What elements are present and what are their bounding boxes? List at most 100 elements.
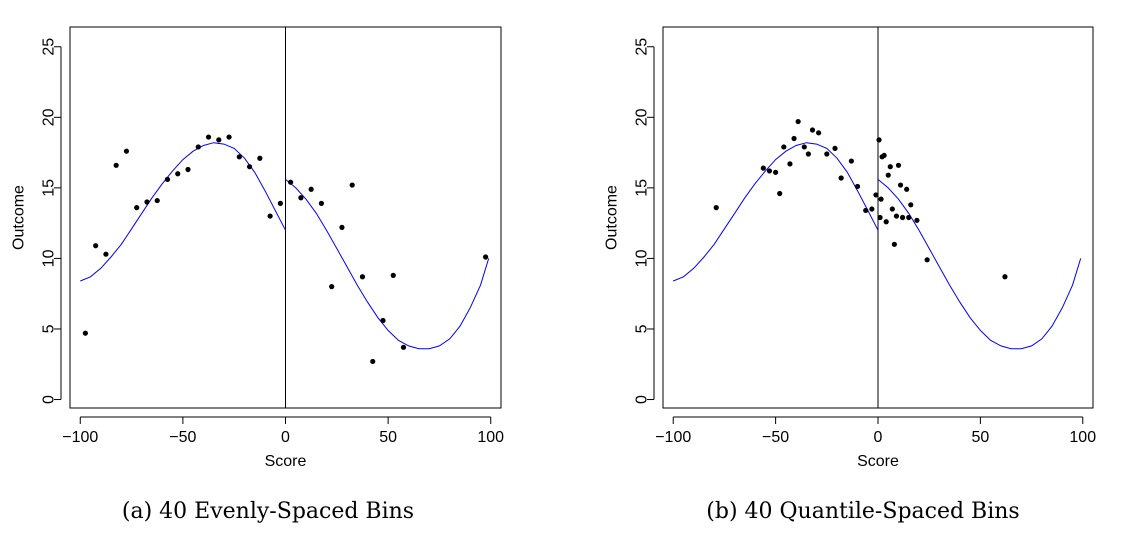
- data-point: [893, 213, 900, 219]
- data-point: [349, 182, 355, 188]
- y-tick-label: 0: [41, 395, 58, 404]
- data-point: [904, 186, 910, 192]
- data-point: [380, 317, 386, 324]
- data-point: [175, 171, 181, 177]
- x-tick-label: −100: [62, 429, 98, 446]
- data-point: [370, 358, 376, 365]
- fit-line-right: [285, 179, 490, 350]
- data-point: [838, 175, 844, 181]
- panel-b: −100 −50 0 50 100 0 5 10 15 20 25 Score Outcome (b) 4…: [604, 26, 1096, 524]
- data-point: [257, 155, 263, 161]
- data-point: [329, 284, 335, 290]
- data-point: [123, 148, 130, 154]
- data-point: [483, 254, 489, 260]
- x-tick-label: 100: [1069, 429, 1096, 446]
- data-point: [134, 205, 140, 211]
- x-axis-title: Score: [857, 453, 899, 470]
- data-point: [906, 214, 912, 221]
- data-point: [760, 165, 766, 171]
- y-tick-label: 15: [634, 179, 651, 197]
- data-point: [236, 154, 242, 160]
- data-point: [216, 137, 222, 143]
- data-point: [889, 206, 895, 212]
- y-tick-label: 10: [634, 249, 651, 267]
- data-point: [277, 200, 283, 206]
- data-point: [205, 134, 212, 140]
- data-point: [390, 272, 396, 278]
- x-tick-label: 0: [281, 429, 290, 446]
- data-point: [878, 196, 884, 202]
- data-point: [809, 127, 816, 133]
- data-point: [897, 182, 904, 188]
- data-point: [226, 134, 232, 140]
- data-point: [400, 344, 407, 350]
- data-point: [766, 168, 773, 174]
- data-point: [308, 186, 314, 192]
- data-point: [877, 214, 883, 221]
- data-point: [832, 145, 838, 151]
- data-point: [154, 197, 160, 204]
- y-tick-label: 0: [634, 395, 651, 404]
- chart-caption: (a) 40 Evenly-Spaced Bins: [122, 499, 414, 524]
- data-point: [876, 137, 882, 143]
- data-point: [883, 219, 889, 225]
- data-point: [924, 257, 930, 263]
- panel-a: −100 −50 0 50 100 0 5 10 15 20 25 Score Outcome (a) 4…: [11, 26, 504, 524]
- x-tick-label: 50: [971, 429, 989, 446]
- data-point: [869, 206, 875, 212]
- data-point: [164, 176, 171, 182]
- data-point: [887, 164, 893, 170]
- data-point: [873, 192, 879, 198]
- data-point: [359, 274, 366, 280]
- data-point: [103, 251, 109, 257]
- y-tick-label: 10: [41, 249, 58, 267]
- data-point: [816, 130, 822, 136]
- data-point: [185, 166, 191, 173]
- data-point: [787, 161, 793, 167]
- data-point: [113, 162, 119, 168]
- data-point: [781, 144, 787, 150]
- data-point: [805, 151, 811, 157]
- data-point: [298, 195, 304, 201]
- data-point: [914, 217, 920, 223]
- fit-line-left: [673, 142, 879, 282]
- data-point: [881, 152, 887, 159]
- data-point: [713, 205, 719, 211]
- x-tick-label: −50: [169, 429, 196, 446]
- data-point: [795, 118, 801, 125]
- data-point: [801, 144, 807, 150]
- y-tick-label: 20: [634, 108, 651, 126]
- chart-caption: (b) 40 Quantile-Spaced Bins: [706, 499, 1019, 524]
- x-tick-label: −50: [762, 429, 789, 446]
- x-axis-title: Score: [265, 453, 307, 470]
- fit-line-left: [80, 142, 286, 282]
- data-point: [895, 162, 902, 168]
- data-point: [93, 243, 99, 249]
- data-point: [288, 179, 294, 185]
- data-point: [773, 169, 779, 175]
- data-point: [246, 164, 253, 170]
- y-tick-label: 25: [634, 38, 651, 56]
- y-axis-title: Outcome: [604, 185, 621, 250]
- data-point: [777, 190, 783, 197]
- data-point: [318, 200, 325, 206]
- y-tick-label: 5: [634, 324, 651, 333]
- data-point: [144, 199, 150, 205]
- data-point: [854, 183, 861, 190]
- x-tick-label: 50: [379, 429, 397, 446]
- fit-line-right: [877, 179, 1082, 350]
- data-point: [82, 330, 88, 336]
- y-axis-title: Outcome: [11, 185, 28, 250]
- y-tick-label: 5: [41, 324, 58, 333]
- x-tick-label: 100: [477, 429, 504, 446]
- x-tick-label: 0: [874, 429, 883, 446]
- y-tick-label: 25: [41, 38, 58, 56]
- y-tick-label: 15: [41, 179, 58, 197]
- y-tick-label: 20: [41, 108, 58, 126]
- data-point: [791, 135, 797, 142]
- data-point: [848, 158, 854, 164]
- data-point: [885, 172, 891, 178]
- x-tick-label: −100: [655, 429, 691, 446]
- data-point: [1002, 274, 1008, 280]
